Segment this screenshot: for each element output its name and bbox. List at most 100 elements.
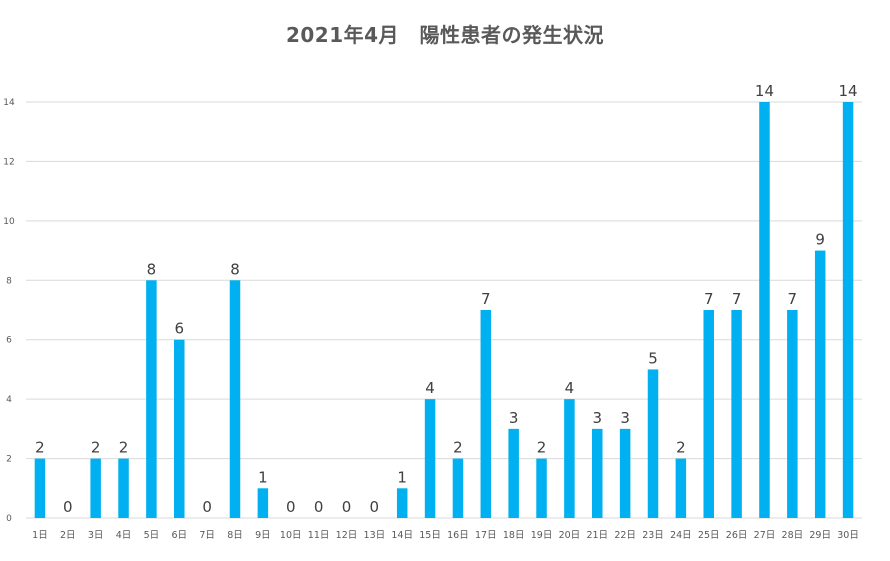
x-axis-ticks: 1日 2日 3日 4日 5日 6日 7日 8日 9日 10日 11日 12日 13日 14日 15日 16日 1… bbox=[32, 530, 859, 541]
x-tick-label: 23日 bbox=[642, 530, 664, 541]
bar bbox=[814, 250, 826, 519]
y-tick-label: 4 bbox=[6, 395, 12, 405]
data-label: 3 bbox=[509, 409, 519, 427]
data-label: 8 bbox=[147, 260, 157, 278]
data-label: 2 bbox=[676, 439, 686, 457]
bar bbox=[842, 102, 854, 518]
data-label: 9 bbox=[815, 231, 825, 249]
y-tick-label: 6 bbox=[6, 336, 12, 346]
bar bbox=[647, 369, 659, 518]
bar bbox=[759, 102, 770, 518]
data-label: 6 bbox=[174, 320, 184, 338]
bar bbox=[731, 310, 742, 518]
bar bbox=[424, 399, 436, 518]
data-label: 7 bbox=[704, 290, 714, 308]
gridlines bbox=[26, 101, 862, 519]
data-label: 7 bbox=[481, 290, 491, 308]
data-label: 0 bbox=[202, 498, 212, 516]
data-label: 3 bbox=[620, 409, 630, 427]
y-tick-label: 8 bbox=[6, 276, 12, 286]
bar bbox=[564, 399, 575, 518]
bar bbox=[396, 488, 408, 518]
data-label: 3 bbox=[592, 409, 602, 427]
x-tick-label: 18日 bbox=[503, 530, 525, 541]
data-label: 2 bbox=[91, 439, 101, 457]
x-tick-label: 5日 bbox=[144, 530, 160, 541]
x-tick-label: 27日 bbox=[754, 530, 776, 541]
data-label: 0 bbox=[286, 498, 296, 516]
bar bbox=[257, 488, 269, 518]
x-tick-label: 8日 bbox=[227, 530, 243, 541]
y-tick-label: 10 bbox=[3, 217, 15, 227]
data-label: 4 bbox=[565, 379, 575, 397]
x-tick-label: 12日 bbox=[336, 530, 358, 541]
bar bbox=[480, 310, 492, 518]
x-tick-label: 2日 bbox=[60, 530, 76, 541]
x-tick-label: 15日 bbox=[419, 530, 441, 541]
x-tick-label: 7日 bbox=[199, 530, 215, 541]
data-label: 8 bbox=[230, 260, 240, 278]
bar bbox=[229, 280, 241, 518]
bar bbox=[34, 458, 46, 518]
x-tick-label: 25日 bbox=[698, 530, 720, 541]
x-tick-label: 24日 bbox=[670, 530, 692, 541]
bar bbox=[787, 310, 798, 518]
data-label: 0 bbox=[314, 498, 324, 516]
data-label: 0 bbox=[370, 498, 380, 516]
data-label: 2 bbox=[35, 439, 45, 457]
bars bbox=[34, 102, 854, 519]
x-tick-label: 30日 bbox=[837, 530, 859, 541]
chart-title: 2021年4月 陽性患者の発生状況 bbox=[285, 23, 605, 47]
x-tick-label: 9日 bbox=[255, 530, 271, 541]
data-label: 14 bbox=[755, 82, 774, 100]
x-tick-label: 16日 bbox=[447, 530, 469, 541]
x-tick-label: 22日 bbox=[614, 530, 636, 541]
x-tick-label: 11日 bbox=[308, 530, 330, 541]
x-tick-label: 4日 bbox=[116, 530, 132, 541]
data-label: 2 bbox=[119, 439, 129, 457]
data-label: 0 bbox=[342, 498, 352, 516]
bar bbox=[508, 428, 519, 518]
data-label: 4 bbox=[425, 379, 435, 397]
bar bbox=[90, 458, 101, 518]
x-tick-label: 19日 bbox=[531, 530, 553, 541]
x-tick-label: 26日 bbox=[726, 530, 748, 541]
data-label: 0 bbox=[63, 498, 73, 516]
bar bbox=[146, 280, 157, 518]
x-tick-label: 21日 bbox=[586, 530, 608, 541]
bar bbox=[592, 428, 603, 518]
bar bbox=[675, 458, 687, 518]
x-tick-label: 20日 bbox=[559, 530, 581, 541]
data-label: 1 bbox=[397, 468, 407, 486]
bar bbox=[703, 310, 714, 518]
x-tick-label: 6日 bbox=[171, 530, 187, 541]
y-tick-label: 0 bbox=[6, 514, 12, 524]
bar bbox=[118, 458, 129, 518]
data-label: 2 bbox=[453, 439, 463, 457]
x-tick-label: 10日 bbox=[280, 530, 302, 541]
bar bbox=[452, 458, 464, 518]
y-tick-label: 12 bbox=[3, 157, 14, 167]
y-axis-ticks: 0 2 4 6 8 10 12 14 bbox=[3, 98, 15, 524]
bar bbox=[174, 339, 185, 518]
data-label: 1 bbox=[258, 468, 268, 486]
x-tick-label: 14日 bbox=[391, 530, 413, 541]
x-tick-label: 28日 bbox=[782, 530, 804, 541]
data-label: 7 bbox=[732, 290, 742, 308]
x-tick-label: 17日 bbox=[475, 530, 497, 541]
x-tick-label: 13日 bbox=[364, 530, 386, 541]
data-label: 14 bbox=[839, 82, 858, 100]
x-tick-label: 29日 bbox=[809, 530, 831, 541]
bar bbox=[536, 458, 547, 518]
y-tick-label: 2 bbox=[6, 455, 12, 465]
x-tick-label: 3日 bbox=[88, 530, 104, 541]
data-label: 5 bbox=[648, 349, 658, 367]
bar bbox=[619, 428, 631, 518]
y-tick-label: 14 bbox=[3, 98, 15, 108]
data-label: 2 bbox=[537, 439, 547, 457]
data-label: 7 bbox=[788, 290, 798, 308]
x-tick-label: 1日 bbox=[32, 530, 48, 541]
